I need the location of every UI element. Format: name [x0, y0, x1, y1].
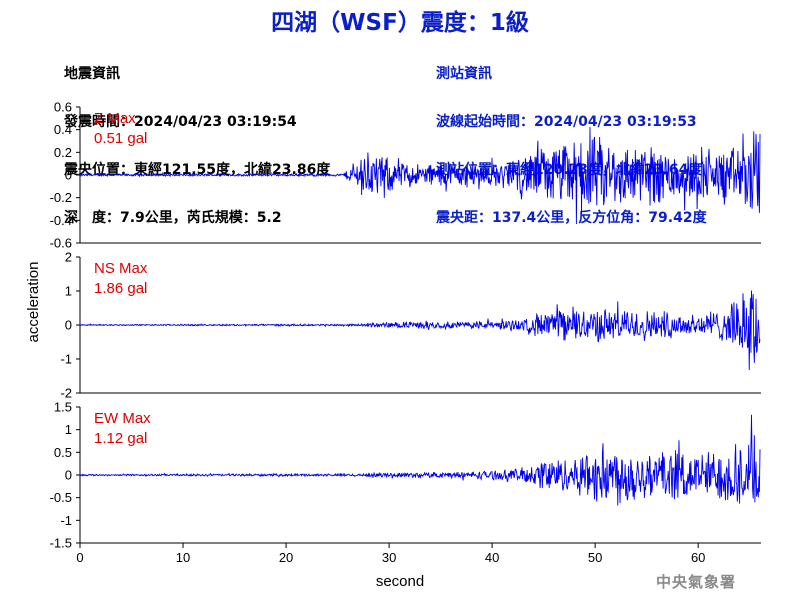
ew-y-tick-label: -1.5	[50, 536, 72, 551]
chart-title: 四湖（WSF）震度：1級	[271, 10, 529, 36]
z-max-label: Z Max	[94, 110, 136, 127]
z-y-tick-label: -0.2	[50, 190, 72, 205]
y-axis-label: acceleration	[25, 262, 42, 343]
origin-time: 發震時間：2024/04/23 03:19:54	[64, 114, 297, 130]
z-y-tick-label: 0.6	[54, 100, 72, 115]
x-tick-label: 60	[691, 550, 705, 565]
x-axis-label: second	[376, 573, 424, 590]
epicentral-distance: 震央距：137.4公里，反方位角：79.42度	[436, 210, 707, 226]
ew-y-tick-label: 0	[65, 468, 72, 483]
ns-y-tick-label: 2	[65, 250, 72, 265]
z-y-tick-label: 0.2	[54, 145, 72, 160]
ew-y-tick-label: 1	[65, 422, 72, 437]
ns-y-tick-label: 1	[65, 284, 72, 299]
x-tick-label: 40	[485, 550, 499, 565]
ew-max-label: EW Max	[94, 410, 151, 427]
z-y-tick-label: -0.4	[50, 213, 72, 228]
agency-watermark: 中央氣象署	[656, 573, 737, 591]
ew-y-tick-label: -0.5	[50, 490, 72, 505]
station-info-heading: 測站資訊	[436, 66, 492, 82]
z-max-value: 0.51 gal	[94, 130, 147, 147]
quake-info-heading: 地震資訊	[64, 66, 120, 82]
ns-waveform-line	[79, 290, 761, 371]
ns-y-tick-label: -1	[60, 352, 72, 367]
z-y-tick-label: 0.4	[54, 122, 72, 137]
depth-magnitude: 深 度：7.9公里，芮氏規模：5.2	[64, 210, 282, 226]
ew-y-tick-label: 0.5	[54, 445, 72, 460]
ns-y-tick-label: -2	[60, 386, 72, 401]
x-tick-label: 0	[76, 550, 83, 565]
ns-max-label: NS Max	[94, 260, 148, 277]
ns-y-tick-label: 0	[65, 318, 72, 333]
x-tick-label: 30	[382, 550, 396, 565]
x-tick-label: 50	[588, 550, 602, 565]
ns-max-value: 1.86 gal	[94, 280, 147, 297]
x-tick-label: 20	[279, 550, 293, 565]
z-y-tick-label: -0.6	[50, 236, 72, 251]
ew-y-tick-label: -1	[60, 513, 72, 528]
quake-info: 地震資訊 發震時間：2024/04/23 03:19:54 震央位置：東經121…	[64, 34, 330, 242]
z-waveform-line	[79, 127, 761, 224]
ew-max-value: 1.12 gal	[94, 430, 147, 447]
ew-waveform-line	[79, 414, 761, 506]
x-tick-label: 10	[176, 550, 190, 565]
waveform-start-time: 波線起始時間：2024/04/23 03:19:53	[436, 114, 697, 130]
z-y-tick-label: 0	[65, 168, 72, 183]
ew-y-tick-label: 1.5	[54, 400, 72, 415]
